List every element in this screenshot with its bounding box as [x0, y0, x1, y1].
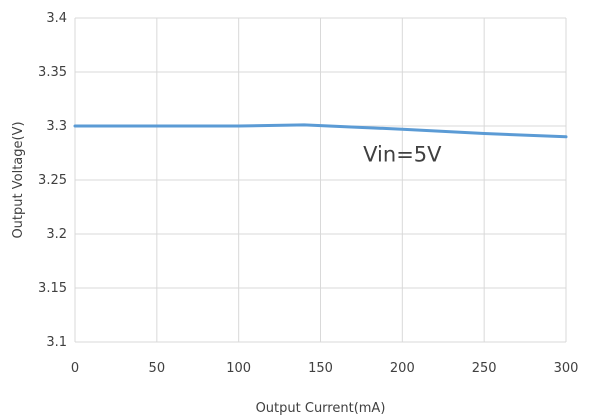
y-axis-ticks: 3.1 3.15 3.2 3.25 3.3 3.35 3.4 [38, 11, 67, 350]
x-tick-label: 300 [554, 361, 579, 376]
annotation-label: Vin=5V [363, 143, 442, 167]
x-tick-label: 250 [472, 361, 497, 376]
annotations: Vin=5V [363, 143, 442, 167]
x-axis-title: Output Current(mA) [256, 401, 386, 416]
x-axis-ticks: 0 50 100 150 200 250 300 [71, 361, 579, 376]
series-layer [73, 123, 568, 139]
grid [74, 17, 567, 343]
y-tick-label: 3.35 [38, 65, 67, 80]
y-tick-label: 3.2 [46, 227, 67, 242]
x-tick-label: 200 [390, 361, 415, 376]
y-tick-label: 3.4 [46, 11, 67, 26]
y-tick-label: 3.15 [38, 281, 67, 296]
y-axis-title: Output Voltage(V) [11, 121, 26, 238]
y-tick-label: 3.3 [46, 119, 67, 134]
y-tick-label: 3.25 [38, 173, 67, 188]
x-tick-label: 50 [149, 361, 166, 376]
y-tick-label: 3.1 [46, 335, 67, 350]
x-tick-label: 100 [226, 361, 251, 376]
x-tick-label: 0 [71, 361, 79, 376]
x-tick-label: 150 [308, 361, 333, 376]
